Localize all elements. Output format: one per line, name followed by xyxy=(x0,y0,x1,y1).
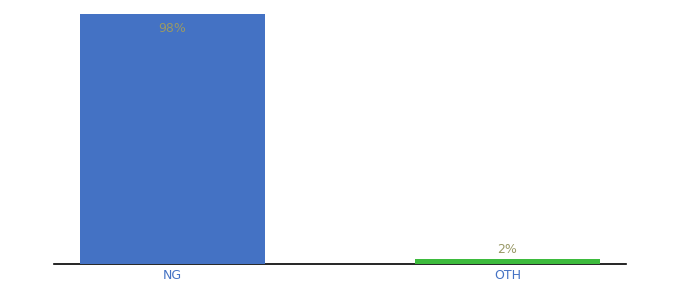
Text: 2%: 2% xyxy=(498,243,517,256)
Bar xyxy=(80,14,265,264)
Text: 98%: 98% xyxy=(158,22,186,35)
Bar xyxy=(415,259,600,264)
